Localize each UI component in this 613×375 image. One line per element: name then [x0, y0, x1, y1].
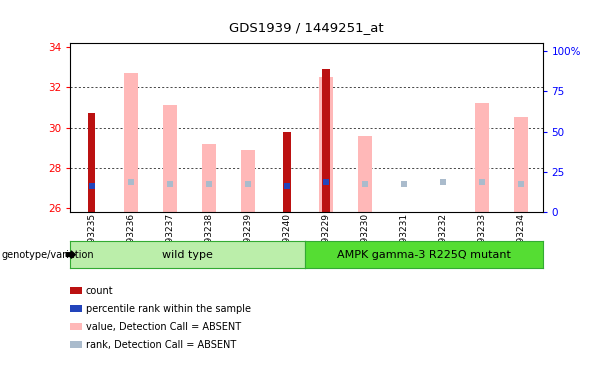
Bar	[514, 117, 528, 212]
Bar	[162, 105, 177, 212]
Text: rank, Detection Call = ABSENT: rank, Detection Call = ABSENT	[86, 340, 236, 350]
Text: wild type: wild type	[162, 250, 213, 259]
Text: percentile rank within the sample: percentile rank within the sample	[86, 304, 251, 313]
Bar	[124, 73, 139, 212]
Text: genotype/variation: genotype/variation	[1, 250, 94, 259]
Bar	[319, 77, 333, 212]
Bar	[474, 104, 489, 212]
Bar	[322, 69, 330, 212]
Bar	[357, 135, 373, 212]
Bar	[88, 114, 96, 212]
Text: AMPK gamma-3 R225Q mutant: AMPK gamma-3 R225Q mutant	[337, 250, 511, 259]
Text: count: count	[86, 286, 113, 296]
Bar	[240, 150, 256, 212]
Text: value, Detection Call = ABSENT: value, Detection Call = ABSENT	[86, 322, 241, 332]
Text: GDS1939 / 1449251_at: GDS1939 / 1449251_at	[229, 21, 384, 34]
Bar	[283, 132, 291, 212]
Bar	[202, 144, 216, 212]
